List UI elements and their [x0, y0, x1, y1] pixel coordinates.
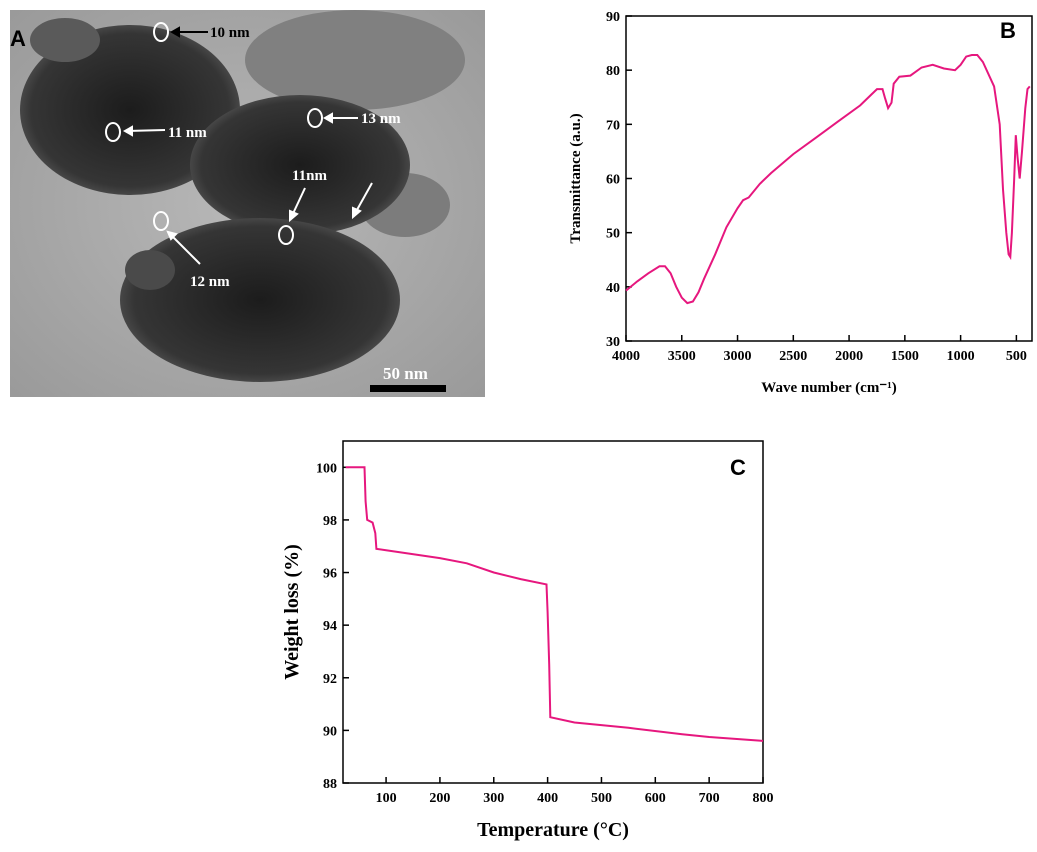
- x-tick-label: 500: [591, 791, 612, 806]
- y-tick-label: 40: [606, 281, 620, 296]
- x-tick-label: 600: [645, 791, 666, 806]
- plot-frame: [625, 15, 1033, 342]
- y-tick-label: 30: [606, 335, 620, 350]
- y-tick-label: 98: [323, 514, 337, 529]
- x-tick-label: 4000: [612, 349, 640, 364]
- panel-label: B: [1000, 18, 1016, 43]
- x-tick-label: 200: [429, 791, 450, 806]
- annotation: 11nm: [292, 168, 328, 184]
- data-line: [625, 54, 1031, 305]
- x-tick-label: 100: [376, 791, 397, 806]
- plot-frame: [342, 440, 764, 784]
- y-tick-label: 100: [316, 461, 337, 476]
- y-tick-label: 92: [323, 672, 337, 687]
- x-axis-label: Wave number (cm⁻¹): [761, 380, 896, 396]
- y-axis-label: Transmittance (a.u.): [568, 113, 584, 243]
- x-axis-label: Temperature (°C): [477, 819, 629, 841]
- y-tick-label: 60: [606, 173, 620, 188]
- data-line: [345, 466, 764, 742]
- y-axis-label: Weight loss (%): [281, 544, 303, 680]
- x-tick-label: 3000: [724, 349, 752, 364]
- x-tick-label: 1500: [891, 349, 919, 364]
- y-tick-label: 50: [606, 227, 620, 242]
- y-tick-label: 90: [323, 724, 337, 739]
- annotation: 12 nm: [190, 274, 230, 290]
- annotation: 13 nm: [361, 111, 401, 127]
- y-tick-label: 80: [606, 64, 620, 79]
- y-tick-label: 90: [606, 10, 620, 25]
- x-tick-label: 400: [537, 791, 558, 806]
- x-tick-label: 700: [699, 791, 720, 806]
- scale-bar-label: 50 nm: [383, 364, 428, 383]
- y-tick-label: 88: [323, 777, 337, 792]
- x-tick-label: 800: [753, 791, 774, 806]
- x-tick-label: 1000: [947, 349, 975, 364]
- panel-label: A: [10, 26, 26, 51]
- x-tick-label: 2500: [779, 349, 807, 364]
- x-tick-label: 500: [1006, 349, 1027, 364]
- annotation: 10 nm: [210, 25, 250, 41]
- y-tick-label: 70: [606, 118, 620, 133]
- panel-label: C: [730, 455, 746, 480]
- y-tick-label: 94: [323, 619, 337, 634]
- x-tick-label: 300: [483, 791, 504, 806]
- y-tick-label: 96: [323, 567, 337, 582]
- x-tick-label: 2000: [835, 349, 863, 364]
- tem-image: [10, 10, 485, 397]
- annotation: 11 nm: [168, 125, 207, 141]
- annotation-marks: [105, 22, 373, 265]
- x-tick-label: 3500: [668, 349, 696, 364]
